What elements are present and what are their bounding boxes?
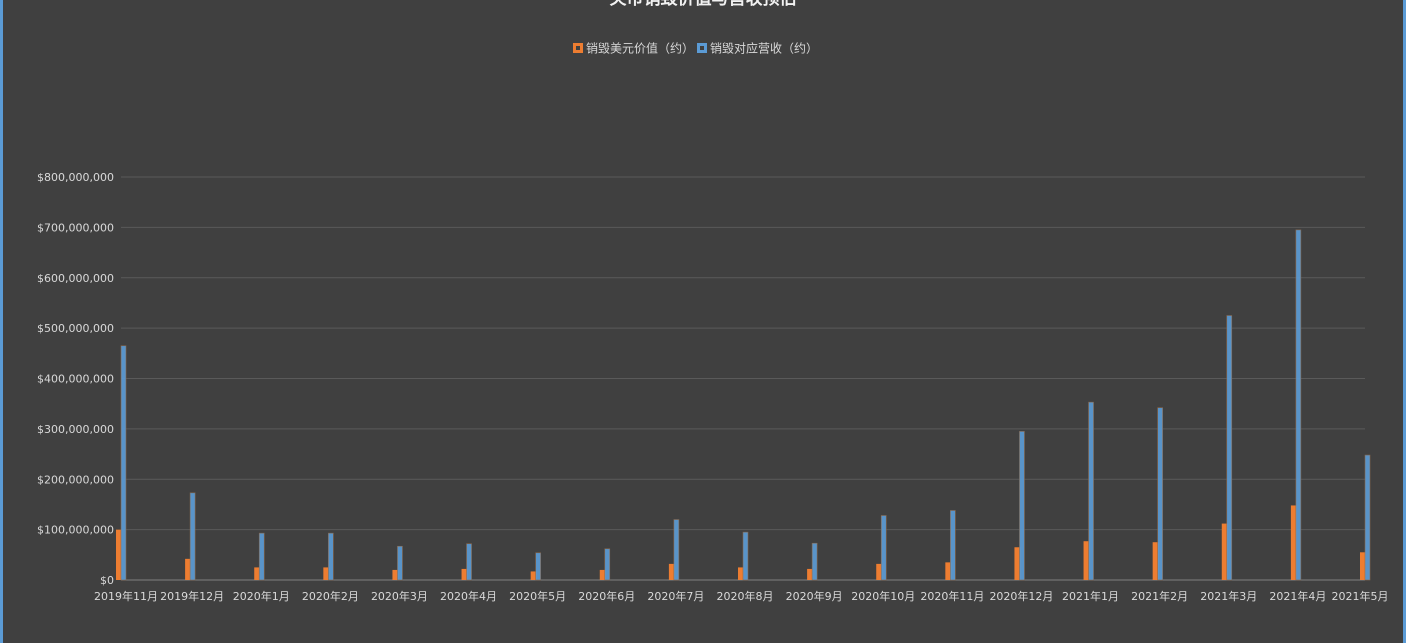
x-tick-label-17: 2021年4月	[1269, 589, 1326, 603]
x-tick-label-2: 2020年1月	[233, 589, 290, 603]
y-tick-label-0: $0	[100, 574, 114, 587]
x-tick-label-1: 2019年12月	[160, 589, 224, 603]
bar-usd-1	[185, 558, 192, 580]
bar-revenue-8	[673, 519, 680, 581]
bar-revenue-9	[742, 531, 749, 581]
x-tick-label-4: 2020年3月	[371, 589, 428, 603]
x-tick-label-18: 2021年5月	[1332, 589, 1389, 603]
bar-usd-7	[599, 569, 606, 580]
bar-revenue-4	[397, 545, 403, 581]
y-tick-label-5: $500,000,000	[37, 322, 114, 335]
bar-revenue-12	[950, 510, 956, 581]
y-tick-label-4: $400,000,000	[37, 373, 114, 386]
legend-swatch-dot-1	[576, 46, 580, 50]
bar-revenue-7	[604, 548, 611, 581]
bar-revenue-15	[1157, 407, 1163, 581]
x-tick-label-15: 2021年2月	[1131, 589, 1188, 603]
x-tick-label-7: 2020年6月	[578, 589, 635, 603]
legend: 销毁美元价值（约） 销毁对应营收（约）	[573, 41, 818, 56]
bar-usd-6	[530, 571, 537, 580]
bar-revenue-6	[535, 552, 541, 581]
bar-revenue-0	[120, 345, 127, 581]
x-tick-label-9: 2020年8月	[717, 589, 774, 603]
bar-revenue-14	[1088, 401, 1094, 581]
bar-usd-13	[1014, 547, 1021, 580]
bar-revenue-10	[811, 542, 818, 581]
bar-revenue-1	[189, 492, 196, 581]
bar-usd-16	[1221, 523, 1228, 580]
bar-usd-8	[668, 563, 675, 580]
x-tick-label-10: 2020年9月	[786, 589, 843, 603]
x-tick-label-14: 2021年1月	[1062, 589, 1119, 603]
x-tick-label-6: 2020年5月	[509, 589, 566, 603]
x-tick-label-13: 2020年12月	[989, 589, 1053, 603]
bar-usd-12	[945, 562, 952, 580]
y-tick-label-6: $600,000,000	[37, 272, 114, 285]
y-axis: $0 $100,000,000 $200,000,000 $300,000,000 $4…	[37, 171, 114, 587]
x-tick-label-5: 2020年4月	[440, 589, 497, 603]
bar-revenue-11	[880, 515, 887, 581]
y-tick-label-8: $800,000,000	[37, 171, 114, 184]
x-tick-label-16: 2021年3月	[1200, 589, 1257, 603]
x-tick-label-12: 2020年11月	[920, 589, 984, 603]
y-tick-label-3: $300,000,000	[37, 423, 114, 436]
bar-usd-18	[1360, 552, 1366, 580]
grid	[121, 176, 1365, 581]
chart-title: 关币销毁价值与营收预估	[610, 0, 797, 9]
x-tick-label-0: 2019年11月	[94, 589, 158, 603]
bar-usd-14	[1083, 541, 1090, 580]
y-tick-label-7: $700,000,000	[37, 221, 114, 234]
bar-usd-0	[116, 529, 122, 580]
chart-svg: 关币销毁价值与营收预估 销毁美元价值（约） 销毁对应营收（约） $0 $100,00…	[37, 0, 1389, 603]
x-axis: 2019年11月 2019年12月 2020年1月 2020年2月 2020年3月 202…	[94, 589, 1389, 603]
bar-usd-9	[738, 567, 744, 580]
bar-revenue-13	[1019, 431, 1025, 581]
bar-usd-15	[1152, 542, 1159, 580]
bar-revenue-3	[328, 532, 334, 581]
x-tick-label-11: 2020年10月	[851, 589, 915, 603]
y-tick-label-2: $200,000,000	[37, 473, 114, 486]
bar-revenue-17	[1295, 229, 1302, 581]
legend-label-1: 销毁美元价值（约）	[586, 41, 694, 56]
bars	[116, 229, 1371, 581]
bar-revenue-18	[1364, 454, 1371, 581]
bar-revenue-5	[466, 543, 472, 581]
bar-revenue-16	[1226, 315, 1233, 581]
bar-usd-2	[254, 567, 261, 580]
legend-label-2: 销毁对应营收（约）	[710, 41, 818, 56]
bar-usd-4	[392, 569, 399, 580]
bar-usd-3	[323, 567, 330, 580]
bar-usd-5	[461, 568, 468, 580]
y-tick-label-1: $100,000,000	[37, 524, 114, 537]
legend-swatch-dot-2	[700, 46, 704, 50]
bar-revenue-2	[258, 532, 265, 581]
x-tick-label-3: 2020年2月	[302, 589, 359, 603]
bar-usd-10	[807, 568, 814, 580]
x-tick-label-8: 2020年7月	[647, 589, 704, 603]
bar-usd-11	[876, 563, 883, 580]
bar-usd-17	[1290, 505, 1297, 580]
